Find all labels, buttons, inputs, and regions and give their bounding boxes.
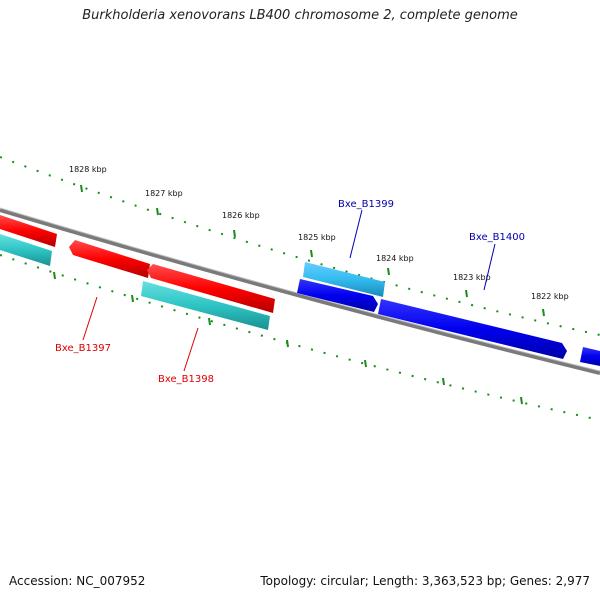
gene-label[interactable]: Bxe_B1398 xyxy=(158,374,214,385)
gene-label[interactable]: Bxe_B1400 xyxy=(469,232,525,243)
gene-blue-3[interactable] xyxy=(580,347,600,366)
gene-label[interactable]: Bxe_B1397 xyxy=(55,343,111,354)
gene-red-1[interactable] xyxy=(0,215,57,247)
gene-blue-1[interactable] xyxy=(297,279,378,312)
kbp-label: 1824 kbp xyxy=(376,254,414,263)
gene-sky-1[interactable] xyxy=(303,262,385,297)
map-title: Burkholderia xenovorans LB400 chromosome… xyxy=(82,8,518,23)
kbp-label: 1826 kbp xyxy=(222,211,260,220)
gene-label-leader xyxy=(183,327,199,372)
gene-red-3[interactable] xyxy=(147,264,275,313)
gene-label-leader xyxy=(483,243,496,291)
gene-red-2[interactable] xyxy=(69,240,150,278)
gene-cyan-2[interactable] xyxy=(141,281,270,330)
gene-label[interactable]: Bxe_B1399 xyxy=(338,199,394,210)
gene-label-leader xyxy=(349,209,363,259)
accession-text: Accession: NC_007952 xyxy=(9,574,146,588)
outer-major-ticks xyxy=(80,184,545,317)
gene-blue-2[interactable] xyxy=(378,299,567,359)
genome-summary-text: Topology: circular; Length: 3,363,523 bp… xyxy=(260,574,590,588)
kbp-label: 1825 kbp xyxy=(298,233,336,242)
kbp-label: 1828 kbp xyxy=(69,165,107,174)
gene-cyan-1[interactable] xyxy=(0,234,52,266)
kbp-label: 1823 kbp xyxy=(453,273,491,282)
chromosome-backbone xyxy=(0,208,600,375)
gene-label-leader xyxy=(82,296,98,341)
kbp-label: 1822 kbp xyxy=(531,292,569,301)
inner-tick-ring xyxy=(0,254,600,421)
kbp-label: 1827 kbp xyxy=(145,189,183,198)
inner-major-ticks xyxy=(53,271,523,405)
